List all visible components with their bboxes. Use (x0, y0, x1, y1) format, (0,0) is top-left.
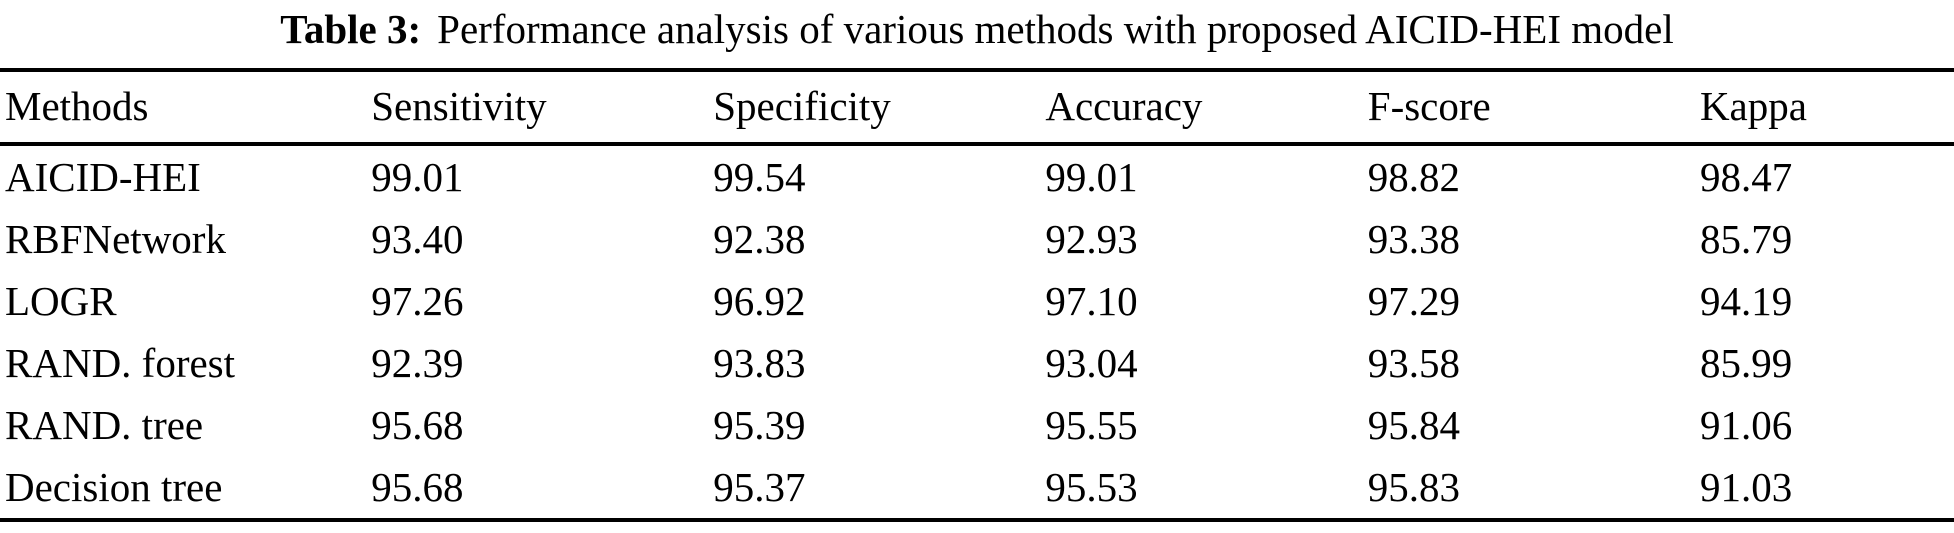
table-row: AICID-HEI 99.01 99.54 99.01 98.82 98.47 (0, 144, 1954, 208)
column-header-sensitivity: Sensitivity (371, 83, 547, 129)
cell-sensitivity: 99.01 (371, 154, 464, 200)
table-caption-text: Performance analysis of various methods … (437, 6, 1674, 52)
cell-accuracy: 92.93 (1045, 216, 1138, 262)
cell-specificity: 92.38 (713, 216, 806, 262)
cell-accuracy: 95.55 (1045, 402, 1138, 448)
column-header-methods: Methods (5, 83, 149, 129)
cell-method: AICID-HEI (5, 154, 201, 200)
cell-kappa: 91.03 (1699, 464, 1793, 510)
cell-fscore: 95.83 (1367, 464, 1461, 510)
cell-specificity: 95.39 (713, 402, 806, 448)
cell-fscore: 95.84 (1367, 402, 1461, 448)
cell-fscore: 97.29 (1367, 278, 1461, 324)
column-header-kappa: Kappa (1699, 83, 1807, 129)
cell-accuracy: 97.10 (1045, 278, 1138, 324)
column-header-specificity: Specificity (713, 83, 891, 129)
table-caption: Table 3: Performance analysis of various … (0, 0, 1954, 54)
cell-kappa: 94.19 (1699, 278, 1793, 324)
cell-specificity: 93.83 (713, 340, 806, 386)
cell-method: RAND. forest (5, 340, 236, 386)
cell-accuracy: 95.53 (1045, 464, 1138, 510)
cell-accuracy: 93.04 (1045, 340, 1138, 386)
cell-fscore: 98.82 (1367, 154, 1461, 200)
performance-table: Methods Sensitivity Specificity Accuracy… (0, 68, 1954, 522)
cell-kappa: 98.47 (1699, 154, 1793, 200)
cell-specificity: 99.54 (713, 154, 806, 200)
cell-method: RBFNetwork (5, 216, 226, 262)
column-header-fscore: F-score (1367, 83, 1491, 129)
cell-sensitivity: 92.39 (371, 340, 464, 386)
table-row: RAND. tree 95.68 95.39 95.55 95.84 91.06 (0, 394, 1954, 456)
cell-sensitivity: 95.68 (371, 402, 464, 448)
cell-sensitivity: 95.68 (371, 464, 464, 510)
cell-sensitivity: 97.26 (371, 278, 464, 324)
cell-specificity: 96.92 (713, 278, 806, 324)
table-row: RBFNetwork 93.40 92.38 92.93 93.38 85.79 (0, 208, 1954, 270)
table-caption-number: Table 3: (280, 6, 422, 52)
cell-kappa: 91.06 (1699, 402, 1793, 448)
cell-sensitivity: 93.40 (371, 216, 464, 262)
cell-kappa: 85.79 (1699, 216, 1793, 262)
table-header-row: Methods Sensitivity Specificity Accuracy… (0, 70, 1954, 144)
table-row: Decision tree 95.68 95.37 95.53 95.83 91… (0, 456, 1954, 520)
cell-method: LOGR (5, 278, 117, 324)
cell-accuracy: 99.01 (1045, 154, 1138, 200)
column-header-accuracy: Accuracy (1045, 83, 1203, 129)
cell-kappa: 85.99 (1699, 340, 1793, 386)
table-row: LOGR 97.26 96.92 97.10 97.29 94.19 (0, 270, 1954, 332)
cell-fscore: 93.38 (1367, 216, 1461, 262)
table-row: RAND. forest 92.39 93.83 93.04 93.58 85.… (0, 332, 1954, 394)
cell-fscore: 93.58 (1367, 340, 1461, 386)
cell-method: RAND. tree (5, 402, 204, 448)
cell-method: Decision tree (5, 464, 223, 510)
cell-specificity: 95.37 (713, 464, 806, 510)
